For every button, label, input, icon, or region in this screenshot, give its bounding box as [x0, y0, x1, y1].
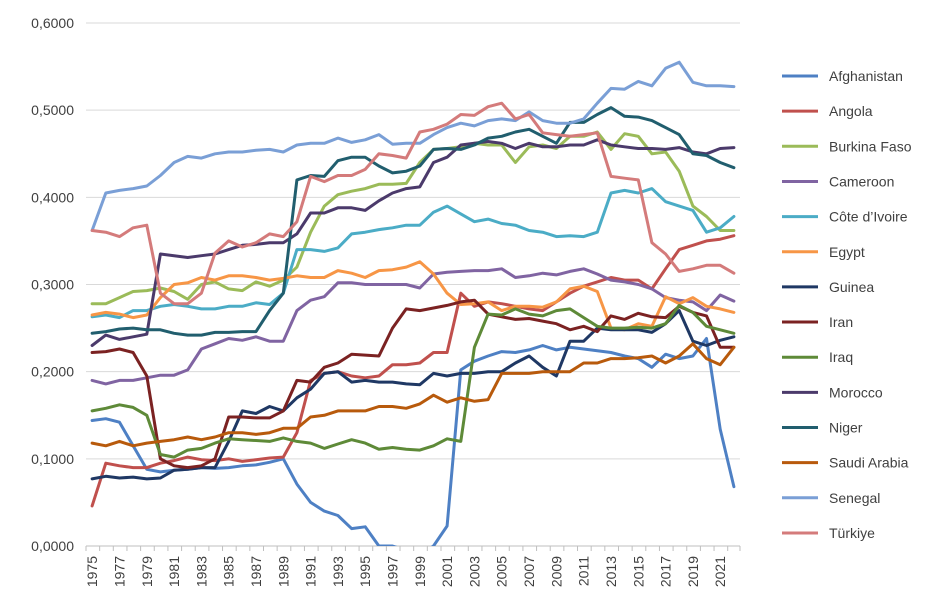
legend-label: Türkiye	[829, 525, 875, 541]
legend-label: Burkina Faso	[829, 138, 912, 154]
x-tick-label: 2013	[603, 556, 619, 587]
y-tick-label: 0,0000	[31, 538, 74, 554]
legend-label: Côte d’Ivoire	[829, 209, 908, 225]
series-line-c-te-d-ivoire	[90, 187, 736, 320]
series-line-saudi-arabia	[90, 342, 736, 448]
legend-label: Niger	[829, 420, 863, 436]
y-tick-label: 0,1000	[31, 451, 74, 467]
x-tick-label: 2001	[439, 556, 455, 587]
series-lines	[90, 60, 736, 546]
x-tick-label: 1987	[248, 556, 264, 587]
legend-label: Egypt	[829, 244, 865, 260]
series-line-cameroon	[90, 267, 736, 386]
x-tick-label: 2005	[494, 556, 510, 587]
series-line-burkina-faso	[90, 130, 736, 306]
x-tick-label: 1975	[84, 556, 100, 587]
legend-label: Angola	[829, 103, 873, 119]
x-tick-label: 2019	[685, 556, 701, 587]
x-tick-label: 1999	[412, 556, 428, 587]
x-tick-label: 2009	[548, 556, 564, 587]
legend-label: Cameroon	[829, 173, 894, 189]
x-tick-label: 2017	[658, 556, 674, 587]
legend-label: Senegal	[829, 490, 880, 506]
y-tick-label: 0,6000	[31, 15, 74, 31]
legend-label: Morocco	[829, 384, 883, 400]
y-axis-tick-labels: 0,0000 0,1000 0,2000 0,3000 0,4000 0,5000 0,60…	[31, 15, 74, 554]
series-line-guinea	[90, 309, 736, 481]
x-tick-label: 1983	[193, 556, 209, 587]
series-line-t-rkiye	[90, 101, 736, 306]
x-tick-label: 2007	[521, 556, 537, 587]
series-line-morocco	[90, 138, 736, 347]
legend-label: Guinea	[829, 279, 874, 295]
y-tick-label: 0,2000	[31, 364, 74, 380]
x-tick-label: 1985	[221, 556, 237, 587]
x-tick-label: 1997	[385, 556, 401, 587]
x-tick-label: 2011	[576, 556, 592, 586]
legend: Afghanistan Angola Burkina Faso Cameroon Côt…	[782, 68, 912, 541]
x-tick-label: 1993	[330, 556, 346, 587]
x-tick-label: 2003	[466, 556, 482, 587]
series-line-angola	[90, 234, 736, 508]
legend-label: Saudi Arabia	[829, 455, 909, 471]
series-line-iran	[90, 298, 736, 470]
x-tick-label: 1989	[275, 556, 291, 587]
x-axis-tick-labels: 1975 1977 1979 1981 1983 1985 1987 1989 1991 1993…	[84, 546, 741, 587]
x-tick-label: 1995	[357, 556, 373, 587]
series-line-iraq	[90, 303, 736, 459]
y-tick-label: 0,4000	[31, 189, 74, 205]
legend-label: Iraq	[829, 349, 853, 365]
y-tick-label: 0,3000	[31, 277, 74, 293]
y-tick-label: 0,5000	[31, 102, 74, 118]
series-line-niger	[90, 106, 736, 337]
x-tick-label: 1977	[111, 556, 127, 587]
x-tick-label: 2015	[630, 556, 646, 587]
x-tick-label: 1981	[166, 556, 182, 587]
x-tick-label: 2021	[712, 556, 728, 587]
x-tick-label: 1991	[303, 556, 319, 587]
legend-label: Afghanistan	[829, 68, 903, 84]
x-tick-label: 1979	[139, 556, 155, 587]
legend-label: Iran	[829, 314, 853, 330]
